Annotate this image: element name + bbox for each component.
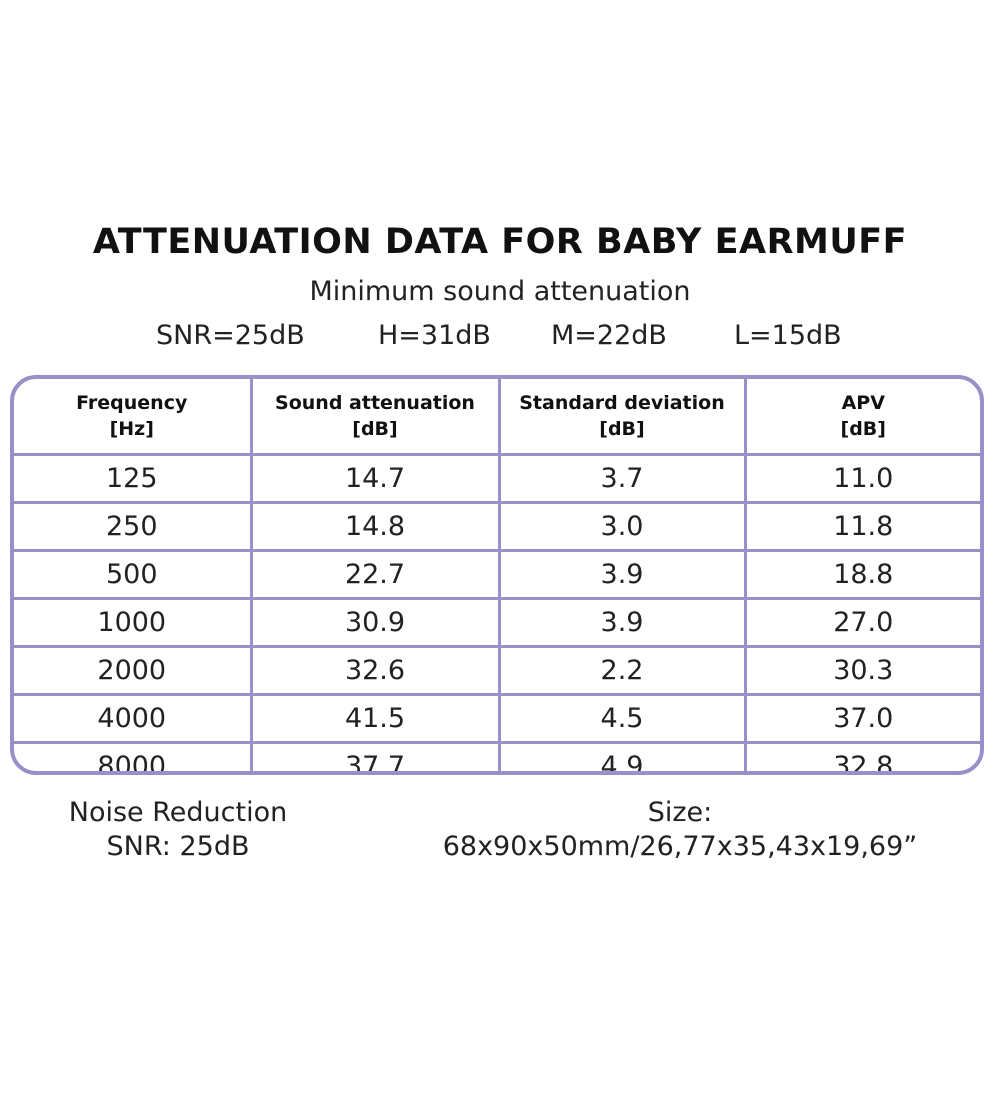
noise-reduction-label: Noise Reduction: [68, 797, 288, 828]
table-row: 1000 30.9 3.9 27.0: [14, 597, 980, 648]
cell-sound-attenuation: 41.5: [249, 693, 501, 744]
cell-apv: 11.8: [743, 501, 980, 552]
cell-standard-deviation: 2.2: [497, 645, 747, 696]
cell-standard-deviation: 3.9: [497, 549, 747, 600]
cell-frequency: 125: [14, 453, 253, 504]
size-value: 68x90x50mm/26,77x35,43x19,69”: [442, 831, 918, 862]
noise-reduction-block: Noise Reduction SNR: 25dB: [56, 796, 300, 864]
cell-sound-attenuation: 22.7: [249, 549, 501, 600]
header-standard-deviation: Standard deviation [dB]: [497, 379, 747, 456]
header-unit: [dB]: [352, 418, 398, 440]
table-header-row: Frequency [Hz] Sound attenuation [dB] St…: [14, 379, 980, 456]
table-row: 4000 41.5 4.5 37.0: [14, 693, 980, 744]
m-rating: M=22dB: [551, 320, 667, 351]
header-label: APV: [841, 392, 885, 414]
page-subtitle: Minimum sound attenuation: [309, 276, 691, 307]
cell-frequency: 4000: [14, 693, 253, 744]
header-sound-attenuation: Sound attenuation [dB]: [249, 379, 501, 456]
size-label: Size:: [647, 797, 713, 828]
header-apv: APV [dB]: [743, 379, 980, 456]
cell-standard-deviation: 4.9: [497, 741, 747, 771]
header-unit: [dB]: [599, 418, 645, 440]
cell-apv: 32.8: [743, 741, 980, 771]
cell-apv: 18.8: [743, 549, 980, 600]
cell-apv: 11.0: [743, 453, 980, 504]
page-title: ATTENUATION DATA FOR BABY EARMUFF: [92, 222, 908, 262]
cell-frequency: 2000: [14, 645, 253, 696]
table-row: 2000 32.6 2.2 30.3: [14, 645, 980, 696]
header-unit: [Hz]: [109, 418, 154, 440]
cell-standard-deviation: 3.7: [497, 453, 747, 504]
header-label: Sound attenuation: [275, 392, 475, 414]
h-rating: H=31dB: [378, 320, 491, 351]
table-row: 125 14.7 3.7 11.0: [14, 453, 980, 504]
cell-frequency: 250: [14, 501, 253, 552]
cell-sound-attenuation: 14.8: [249, 501, 501, 552]
table-row: 500 22.7 3.9 18.8: [14, 549, 980, 600]
cell-standard-deviation: 4.5: [497, 693, 747, 744]
noise-reduction-value: SNR: 25dB: [106, 831, 250, 862]
cell-standard-deviation: 3.0: [497, 501, 747, 552]
cell-standard-deviation: 3.9: [497, 597, 747, 648]
header-label: Frequency: [76, 392, 188, 414]
cell-sound-attenuation: 14.7: [249, 453, 501, 504]
header-unit: [dB]: [840, 418, 886, 440]
cell-frequency: 500: [14, 549, 253, 600]
cell-apv: 30.3: [743, 645, 980, 696]
l-rating: L=15dB: [734, 320, 842, 351]
cell-apv: 37.0: [743, 693, 980, 744]
cell-frequency: 1000: [14, 597, 253, 648]
header-frequency: Frequency [Hz]: [14, 379, 253, 456]
attenuation-table: Frequency [Hz] Sound attenuation [dB] St…: [10, 375, 984, 775]
cell-sound-attenuation: 32.6: [249, 645, 501, 696]
cell-apv: 27.0: [743, 597, 980, 648]
table-row: 250 14.8 3.0 11.8: [14, 501, 980, 552]
cell-sound-attenuation: 30.9: [249, 597, 501, 648]
header-label: Standard deviation: [519, 392, 725, 414]
cell-sound-attenuation: 37.7: [249, 741, 501, 771]
table-row: 8000 37.7 4.9 32.8: [14, 741, 980, 771]
size-block: Size: 68x90x50mm/26,77x35,43x19,69”: [400, 796, 960, 864]
cell-frequency: 8000: [14, 741, 253, 771]
snr-rating: SNR=25dB: [156, 320, 305, 351]
